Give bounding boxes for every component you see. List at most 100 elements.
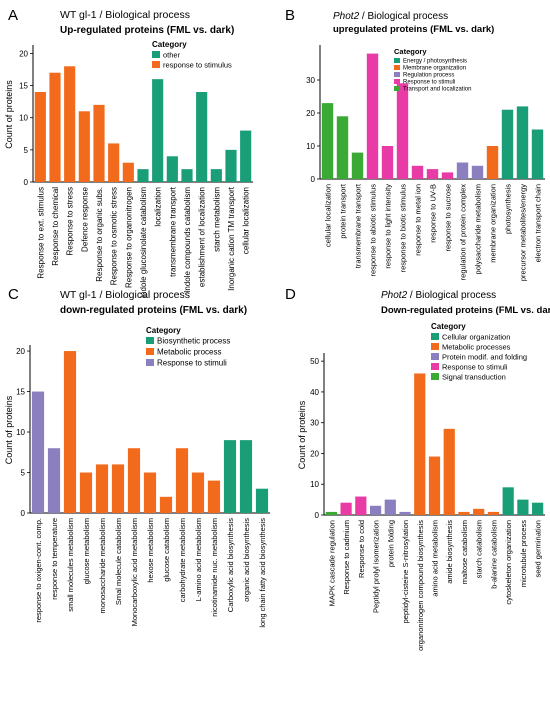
bar <box>355 496 367 515</box>
legend-label: Response to stimuli <box>403 80 455 86</box>
legend: Category Biosynthetic process Metabolic pr… <box>146 326 230 368</box>
bar <box>78 111 90 182</box>
y-tick-label: 0 <box>24 178 29 187</box>
y-tick-label: 5 <box>24 146 29 155</box>
bar <box>325 511 337 515</box>
legend-swatch <box>146 348 154 355</box>
bar <box>223 440 237 513</box>
y-tick-label: 30 <box>310 419 319 428</box>
bar <box>127 448 141 513</box>
y-tick-label: 15 <box>19 82 28 91</box>
legend-swatch <box>394 79 400 84</box>
bar <box>366 53 379 179</box>
x-tick-label: Response to stress <box>66 187 75 255</box>
bar <box>79 472 93 513</box>
title-gene: Phot2 <box>381 290 408 301</box>
x-tick-label: Response to cold <box>357 520 366 578</box>
legend-label: Cellular organization <box>442 333 510 342</box>
title-text: WT gl-1 / Biological process <box>60 289 190 301</box>
x-tick-label: precursor metabolites/energy <box>519 184 528 281</box>
x-tick-label: Response to organonitrogen <box>124 187 133 288</box>
title-text: / Biological process <box>407 290 496 301</box>
bar <box>458 511 470 515</box>
bar <box>34 92 46 182</box>
bar <box>486 146 499 179</box>
x-tick-label: Response to ext. stimulus <box>36 187 45 279</box>
bar <box>255 488 269 513</box>
x-tick-label: maltose catabolism <box>460 520 469 584</box>
legend-title: Category <box>146 326 181 335</box>
legend-label: Response to stimuli <box>442 363 508 372</box>
x-tick-label: response to oxigen-cont. comp. <box>34 518 43 623</box>
bar <box>175 448 189 513</box>
x-tick-label: seed germination <box>534 520 543 578</box>
x-tick-label: Indole compounds catabolism <box>183 187 192 293</box>
bar <box>93 104 105 182</box>
x-tick-label: response to sucrose <box>444 184 453 252</box>
bar <box>95 464 109 513</box>
x-tick-label: amide biosynthesis <box>445 520 454 584</box>
bar <box>414 373 426 515</box>
y-axis-label: Count of proteins <box>297 400 307 469</box>
bar <box>191 472 205 513</box>
panel-title: Phot2 / Biological process <box>333 11 448 22</box>
panel-title: Phot2 / Biological process <box>381 290 496 301</box>
bar <box>396 83 409 179</box>
x-tick-label: response to metal ion <box>414 184 423 256</box>
bar <box>166 156 178 182</box>
y-tick-label: 15 <box>16 388 25 397</box>
x-tick-label: glucose metabolism <box>82 518 91 584</box>
legend-label: Energy / photosynthesis <box>403 59 467 65</box>
x-tick-label: Inorganic cation TM transport <box>227 186 236 291</box>
bar <box>381 146 394 179</box>
x-tick-label: transmembrane transport <box>354 183 363 268</box>
legend-label: Response to stimuli <box>157 359 227 368</box>
bar <box>63 351 77 513</box>
bar <box>411 165 424 179</box>
x-tick-label: localization <box>154 187 163 227</box>
x-tick-label: transmembrane transport <box>168 186 177 277</box>
y-tick-label: 20 <box>310 449 319 458</box>
x-tick-label: Smal molecule catabolism <box>114 518 123 605</box>
panel-title: WT gl-1 / Biological process <box>60 289 190 301</box>
bar <box>443 428 455 515</box>
x-tick-label: Response to organic subs. <box>95 187 104 282</box>
x-tick-label: hexose metabolism <box>146 518 155 583</box>
title-gene: Phot2 <box>333 11 360 22</box>
y-axis-label: Count of proteins <box>4 80 14 149</box>
title-text: / Biological process <box>359 11 448 22</box>
x-tick-label: Peptidyl prolyl isomerization <box>372 520 381 613</box>
y-tick-label: 10 <box>19 114 28 123</box>
x-tick-label: MAPK cascade regulation <box>327 520 336 606</box>
legend-swatch <box>431 363 439 370</box>
bar <box>31 391 45 513</box>
x-tick-label: photosynthesis <box>504 184 513 234</box>
x-tick-label: establishment of localization <box>198 187 207 287</box>
bar <box>47 448 61 513</box>
legend-swatch <box>394 86 400 91</box>
x-tick-label: nicotinamide nuc. metabolism <box>210 518 219 617</box>
x-tick-label: response to biotic stimulus <box>399 184 408 273</box>
panel-letter: B <box>285 7 295 24</box>
y-tick-label: 20 <box>16 347 25 356</box>
panel-subtitle: down-regulated proteins (FML vs. dark) <box>60 305 247 316</box>
legend-swatch <box>394 65 400 70</box>
legend-title: Category <box>152 40 187 49</box>
x-tick-label: polysaccharide metabolism <box>474 184 483 274</box>
legend-swatch <box>431 373 439 380</box>
x-tick-label: organonitrogen compound biosynthesis <box>416 520 425 651</box>
bar <box>517 499 529 515</box>
y-tick-label: 10 <box>310 480 319 489</box>
legend-swatch <box>146 359 154 366</box>
x-tick-label: organic acid biosynthesis <box>242 518 251 602</box>
x-tick-label: cellular localization <box>242 187 251 254</box>
legend: Category Energy / photosynthesisMembrane … <box>394 47 471 93</box>
x-tick-label: regulation of protein complex <box>459 184 468 281</box>
bar <box>64 66 76 182</box>
y-tick-label: 10 <box>16 428 25 437</box>
x-tick-label: monosaccharide metabolism <box>98 518 107 613</box>
legend-swatch <box>152 51 160 58</box>
